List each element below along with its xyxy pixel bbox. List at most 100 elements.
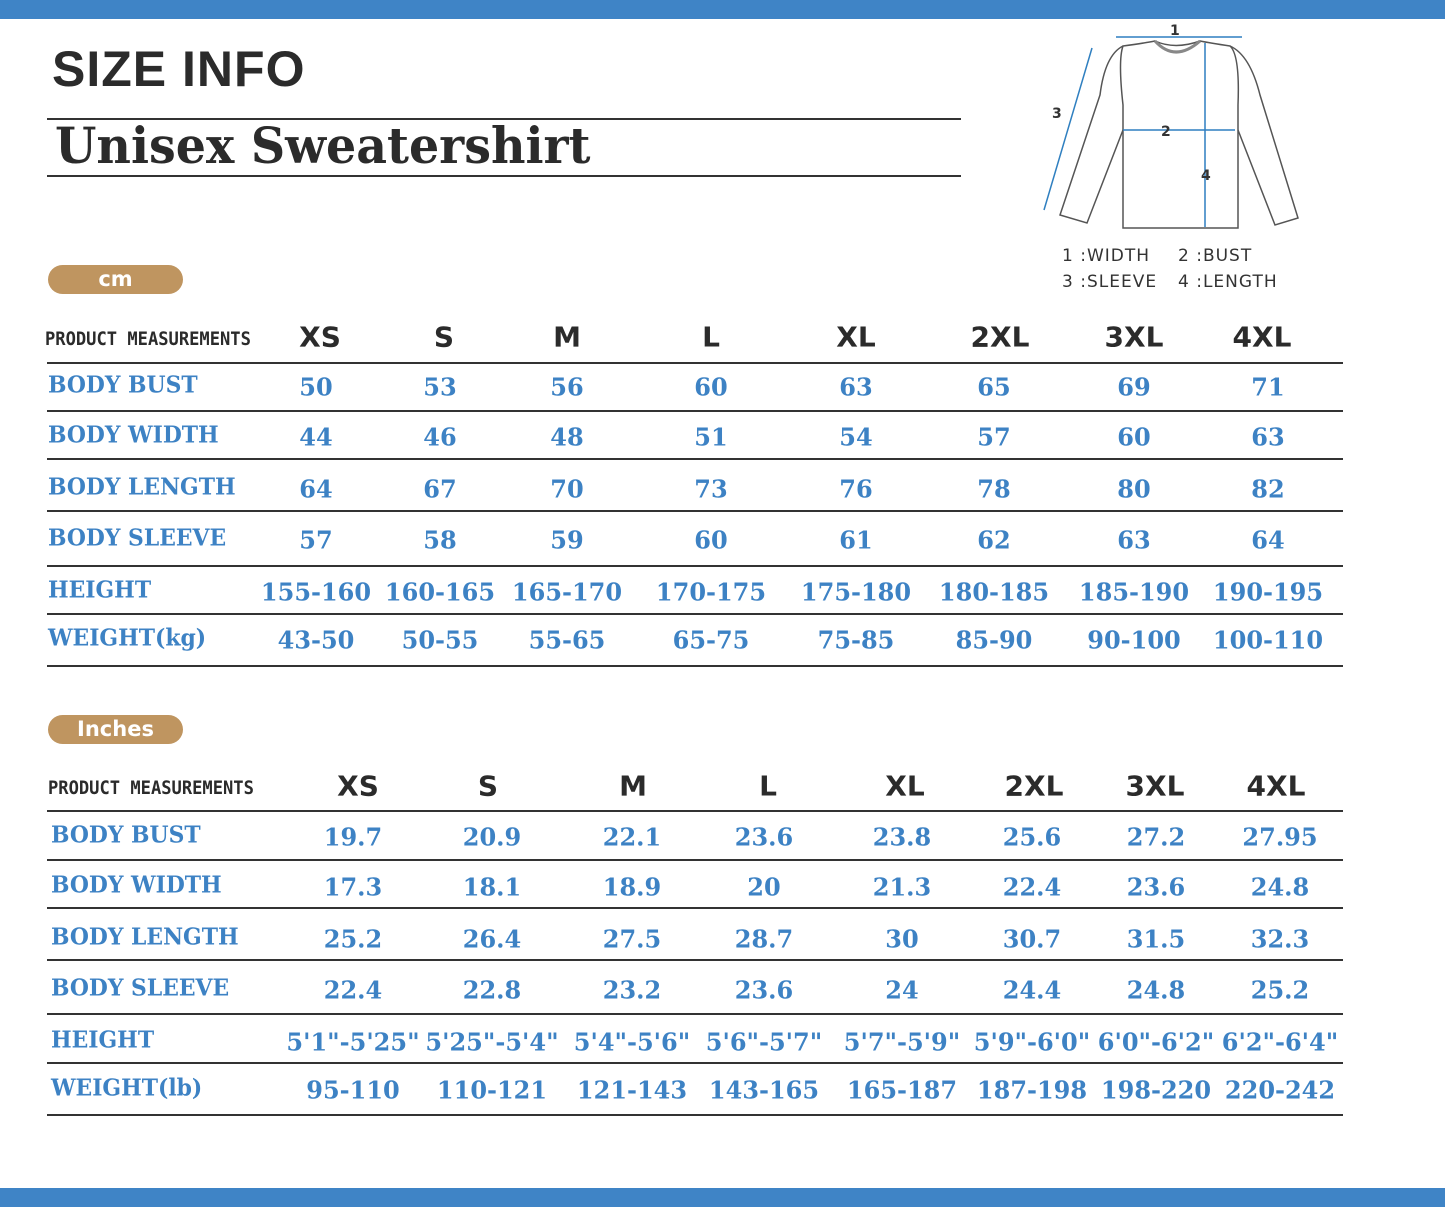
- table-cell: 60: [694, 372, 728, 402]
- table-cell: 65-75: [672, 625, 750, 655]
- legend-width: 1 :WIDTH: [1062, 246, 1151, 266]
- header-label: PRODUCT MEASUREMENTS: [45, 328, 251, 350]
- size-header: L: [759, 769, 777, 803]
- table-cell: 80: [1117, 474, 1151, 504]
- table-cell: 82: [1251, 474, 1285, 504]
- table-cell: 180-185: [938, 577, 1050, 607]
- table-cell: 27.2: [1126, 822, 1186, 852]
- row-divider: [47, 859, 1343, 861]
- table-cell: 75-85: [817, 625, 895, 655]
- table-cell: 57: [299, 525, 333, 555]
- table-cell: 78: [977, 474, 1011, 504]
- table-cell: 31.5: [1126, 924, 1186, 954]
- table-cell: 25.2: [1250, 975, 1310, 1005]
- table-cell: 28.7: [734, 924, 794, 954]
- table-cell: 187-198: [976, 1075, 1088, 1105]
- row-label: BODY LENGTH: [48, 473, 236, 501]
- table-cell: 27.95: [1242, 822, 1318, 852]
- legend-sleeve: 3 :SLEEVE: [1062, 272, 1158, 292]
- table-cell: 58: [423, 525, 457, 555]
- table-cell: 76: [839, 474, 873, 504]
- table-cell: 155-160: [260, 577, 372, 607]
- table-cell: 20.9: [462, 822, 522, 852]
- table-cell: 65: [977, 372, 1011, 402]
- table-cell: 32.3: [1250, 924, 1310, 954]
- table-cell: 48: [550, 422, 584, 452]
- bottom-bar: [0, 1188, 1445, 1207]
- table-cell: 6'2"-6'4": [1221, 1027, 1339, 1057]
- table-cell: 67: [423, 474, 457, 504]
- legend-bust: 2 :BUST: [1178, 246, 1253, 266]
- table-cell: 71: [1251, 372, 1285, 402]
- size-header: 2XL: [970, 320, 1030, 354]
- table-cell: 22.1: [602, 822, 662, 852]
- table-cell: 23.6: [734, 975, 794, 1005]
- table-cell: 175-180: [800, 577, 912, 607]
- table-cell: 6'0"-6'2": [1097, 1027, 1215, 1057]
- table-cell: 22.4: [1002, 872, 1062, 902]
- table-cell: 5'7"-5'9": [843, 1027, 961, 1057]
- table-cell: 121-143: [576, 1075, 688, 1105]
- table-cell: 23.6: [1126, 872, 1186, 902]
- table-cell: 63: [839, 372, 873, 402]
- row-label: WEIGHT(lb): [51, 1074, 203, 1102]
- table-cell: 30.7: [1002, 924, 1062, 954]
- table-cell: 64: [1251, 525, 1285, 555]
- row-divider: [47, 565, 1343, 567]
- table-cell: 64: [299, 474, 333, 504]
- unit-badge-cm: cm: [48, 265, 183, 294]
- table-cell: 54: [839, 422, 873, 452]
- size-header: M: [619, 769, 647, 803]
- row-divider: [47, 458, 1343, 460]
- size-header: L: [702, 320, 720, 354]
- row-label: HEIGHT: [51, 1026, 155, 1054]
- row-divider: [47, 907, 1343, 909]
- table-cell: 185-190: [1078, 577, 1190, 607]
- table-cell: 190-195: [1212, 577, 1324, 607]
- marker-2: 2: [1161, 124, 1171, 140]
- row-label: HEIGHT: [48, 576, 152, 604]
- row-label: BODY WIDTH: [48, 421, 219, 449]
- row-label: BODY WIDTH: [51, 871, 222, 899]
- table-cell: 17.3: [323, 872, 383, 902]
- table-cell: 18.1: [462, 872, 522, 902]
- table-cell: 44: [299, 422, 333, 452]
- row-label: BODY BUST: [51, 821, 201, 849]
- marker-1: 1: [1170, 23, 1180, 39]
- table-cell: 5'25"-5'4": [425, 1027, 559, 1057]
- size-header: S: [433, 320, 455, 354]
- table-cell: 69: [1117, 372, 1151, 402]
- unit-badge-inches: Inches: [48, 715, 183, 744]
- size-header: 3XL: [1125, 769, 1185, 803]
- table-cell: 165-170: [511, 577, 623, 607]
- table-cell: 23.2: [602, 975, 662, 1005]
- table-cell: 63: [1117, 525, 1151, 555]
- divider: [47, 118, 961, 120]
- row-divider: [47, 1114, 1343, 1116]
- table-cell: 143-165: [708, 1075, 820, 1105]
- table-cell: 53: [423, 372, 457, 402]
- table-cell: 85-90: [955, 625, 1033, 655]
- sweatshirt-diagram: 1 2 3 4: [1043, 23, 1299, 229]
- size-header: 4XL: [1232, 320, 1292, 354]
- table-cell: 95-110: [306, 1075, 400, 1105]
- table-cell: 30: [885, 924, 919, 954]
- table-cell: 220-242: [1224, 1075, 1336, 1105]
- table-cell: 24: [885, 975, 919, 1005]
- row-divider: [47, 362, 1343, 364]
- table-cell: 5'6"-5'7": [705, 1027, 823, 1057]
- table-cell: 160-165: [384, 577, 496, 607]
- table-cell: 23.6: [734, 822, 794, 852]
- table-cell: 165-187: [846, 1075, 958, 1105]
- top-bar: [0, 0, 1445, 19]
- table-cell: 170-175: [655, 577, 767, 607]
- row-divider: [47, 1062, 1343, 1064]
- table-cell: 43-50: [277, 625, 355, 655]
- row-divider: [47, 510, 1343, 512]
- table-cell: 22.8: [462, 975, 522, 1005]
- size-header: XL: [885, 769, 925, 803]
- table-cell: 21.3: [872, 872, 932, 902]
- size-header: S: [477, 769, 499, 803]
- table-cell: 25.6: [1002, 822, 1062, 852]
- table-cell: 18.9: [602, 872, 662, 902]
